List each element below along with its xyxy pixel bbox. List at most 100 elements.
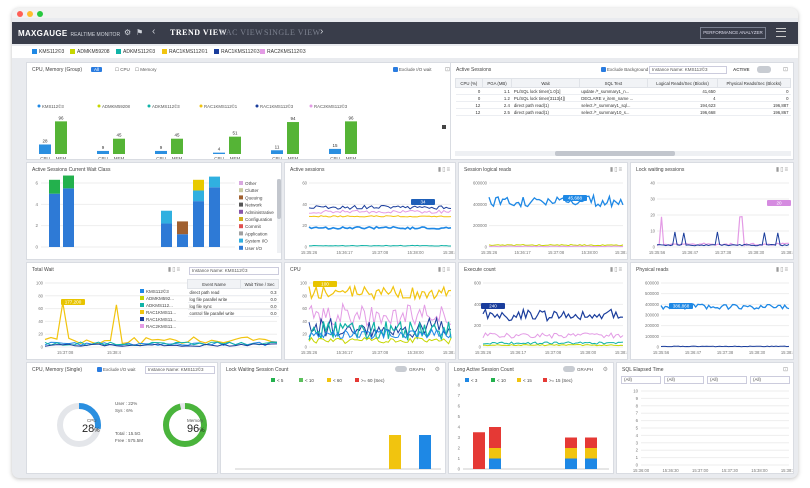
column-header[interactable]: CPU (%)	[455, 78, 483, 88]
table-row[interactable]: log file sync 0.0	[187, 302, 279, 310]
status-toggle[interactable]	[757, 66, 771, 73]
instance-legend-item[interactable]: RAC2KMS112©3	[260, 49, 306, 55]
column-header[interactable]: Wait Time / Sec	[240, 279, 279, 289]
chart-options-icon[interactable]: ▮▯≡	[437, 267, 451, 273]
column-header[interactable]: Physical Reads/Sec (Blocks)	[717, 78, 791, 88]
settings-icon[interactable]: ⚙	[124, 28, 132, 37]
y-tick-label: 10	[650, 229, 655, 234]
cpu-bar	[97, 150, 109, 154]
y-tick-label: 0	[653, 245, 656, 250]
instance-legend-item[interactable]: ADKMS112©3	[116, 49, 155, 55]
value-badge-label: 177,200	[65, 300, 82, 305]
filter-all[interactable]: All	[91, 67, 103, 72]
column-header[interactable]: PGA (MB)	[481, 78, 513, 88]
table-row[interactable]: 12 2.5 direct path read(1) select /*_summar…	[455, 108, 791, 116]
table-cell: 0	[717, 94, 791, 102]
x-tick-label: 15:37:30	[722, 468, 739, 473]
y-tick-label: 0	[636, 463, 639, 468]
stacked-bar-segment	[177, 221, 188, 235]
minimize-window-button[interactable]	[27, 11, 33, 17]
y-tick-label: 20	[38, 332, 43, 337]
legend-label: KMS112©3	[42, 104, 64, 109]
instance-legend-item[interactable]: RAC1KMS112©3	[214, 49, 260, 55]
memory-bar	[171, 138, 183, 154]
chevron-right-icon[interactable]: ›	[320, 26, 324, 37]
chart-options-icon[interactable]: ▮▯≡	[609, 267, 623, 273]
table-row[interactable]: 0 1.1 PL/SQL lock timer(1.0[1] update /*_su…	[455, 87, 791, 95]
panel-options-icon[interactable]: ⊡	[782, 67, 789, 73]
panel-options-icon[interactable]: ⊡	[444, 67, 451, 73]
sql-elapsed-scatter-chart: 0 1 2 3 4 5 6 7 8 9 10 15:36:00 15:36:30 15:37:00 15:3…	[633, 389, 793, 474]
y-tick-label: 5	[458, 414, 461, 419]
bar-category-label: MEM	[346, 156, 357, 159]
value-badge-label: 34	[420, 200, 426, 205]
graph-toggle[interactable]: GRAPH	[563, 366, 593, 374]
instance-select[interactable]: Instance Name: KMS112©3	[189, 267, 279, 275]
table-cell: 1.1	[482, 87, 512, 95]
chart-options-icon[interactable]: ▮▯≡	[775, 167, 789, 173]
column-header[interactable]: Event Name	[186, 279, 242, 289]
filter-select-2[interactable]: (All)	[664, 376, 704, 384]
instance-select[interactable]: Instance Name: KMS112©3	[145, 366, 215, 374]
menu-icon[interactable]	[776, 28, 786, 37]
settings-icon[interactable]: ⚙	[602, 367, 609, 373]
exclude-background-checkbox[interactable]: Exclude Background	[601, 67, 648, 72]
instance-select[interactable]: Instance Name: KMS112©3	[649, 66, 727, 74]
y-tick-label: 600	[474, 281, 482, 286]
x-tick-label: 15:36:17	[514, 250, 531, 255]
tab-rac-view[interactable]: RAC VIEW	[220, 28, 264, 37]
table-row[interactable]: control file parallel write 0.0	[187, 309, 279, 317]
table-cell: 12	[455, 108, 483, 116]
column-header[interactable]: Wait	[511, 78, 580, 88]
series-line	[44, 343, 278, 347]
filter-memory[interactable]: ☐ Memory	[135, 67, 157, 72]
instance-legend-item[interactable]: ADMKM59208	[70, 49, 110, 55]
chevron-left-icon[interactable]: ‹	[152, 26, 156, 37]
y-tick-label: 30	[650, 197, 655, 202]
filter-select-1[interactable]: (All)	[621, 376, 661, 384]
chart-options-icon[interactable]: ▮▯≡	[775, 267, 789, 273]
filter-cpu[interactable]: ☐ CPU	[115, 67, 130, 72]
column-header[interactable]: Logical Reads/Sec (Blocks)	[646, 78, 719, 88]
horizontal-scrollbar[interactable]	[455, 151, 791, 156]
y-tick-label: 2	[636, 448, 639, 453]
table-row[interactable]: 0 1.2 PL/SQL lock timer(3113[4]) DECLARE v_…	[455, 94, 791, 102]
y-tick-label: 5	[636, 426, 639, 431]
chart-options-icon[interactable]: ▮▯≡	[437, 167, 451, 173]
exclude-io-wait-label: Exclude I/O wait	[103, 367, 136, 372]
column-header[interactable]: SQL Text	[578, 78, 648, 88]
exclude-io-wait-checkbox[interactable]: Exclude I/O wait	[393, 67, 432, 72]
table-row[interactable]: 12 2.4 direct path read(1) select /*_summar…	[455, 101, 791, 109]
panel-title: CPU, Memory (Group)	[32, 67, 83, 73]
table-cell: 0	[455, 87, 483, 95]
alert-icon[interactable]: ⚑	[136, 28, 144, 37]
settings-icon[interactable]: ⚙	[434, 367, 441, 373]
y-tick-label: 60	[302, 181, 307, 186]
chart-options-icon[interactable]: ▮▯≡	[167, 267, 181, 273]
legend-label: Queuing	[245, 195, 263, 200]
panel-options-icon[interactable]: ⊡	[782, 367, 789, 373]
app-header: MAXGAUGE REALTIME MONITOR ⚙ ⚑ ‹ TREND VIE…	[12, 22, 798, 44]
legend-scrollbar[interactable]	[277, 179, 281, 253]
x-tick-label: 15:36:17	[510, 350, 527, 355]
table-row[interactable]: direct path read 0.3	[187, 288, 279, 296]
filter-select-4[interactable]: (All)	[750, 376, 790, 384]
close-window-button[interactable]	[17, 11, 23, 17]
table-row[interactable]: log file parallel write 0.0	[187, 295, 279, 303]
filter-select-3[interactable]: (All)	[707, 376, 747, 384]
cpu-chart-panel: CPU ▮▯≡ 0 20 40 60 80 100 15:35:26 15:36:17 15:3…	[284, 262, 456, 360]
instance-legend-item[interactable]: RAC1KMS112©1	[162, 49, 208, 55]
y-tick-label: 600000	[473, 181, 488, 186]
instance-name: ADKMS112©3	[123, 49, 156, 55]
y-tick-label: 400	[474, 302, 482, 307]
tab-single-view[interactable]: SINGLE VIEW	[264, 28, 321, 37]
instance-legend-item[interactable]: KMS112©3	[32, 49, 64, 55]
maximize-window-button[interactable]	[37, 11, 43, 17]
graph-toggle[interactable]: GRAPH	[395, 366, 425, 374]
exclude-io-wait-checkbox[interactable]: Exclude I/O wait	[97, 367, 136, 372]
performance-analyzer-button[interactable]: PERFORMANCE ANALYZER	[700, 27, 766, 39]
chart-options-icon[interactable]: ▮▯≡	[609, 167, 623, 173]
table-cell: 41,650	[647, 87, 718, 95]
tab-trend-view[interactable]: TREND VIEW	[170, 28, 228, 37]
stacked-bar-segment	[193, 190, 204, 202]
